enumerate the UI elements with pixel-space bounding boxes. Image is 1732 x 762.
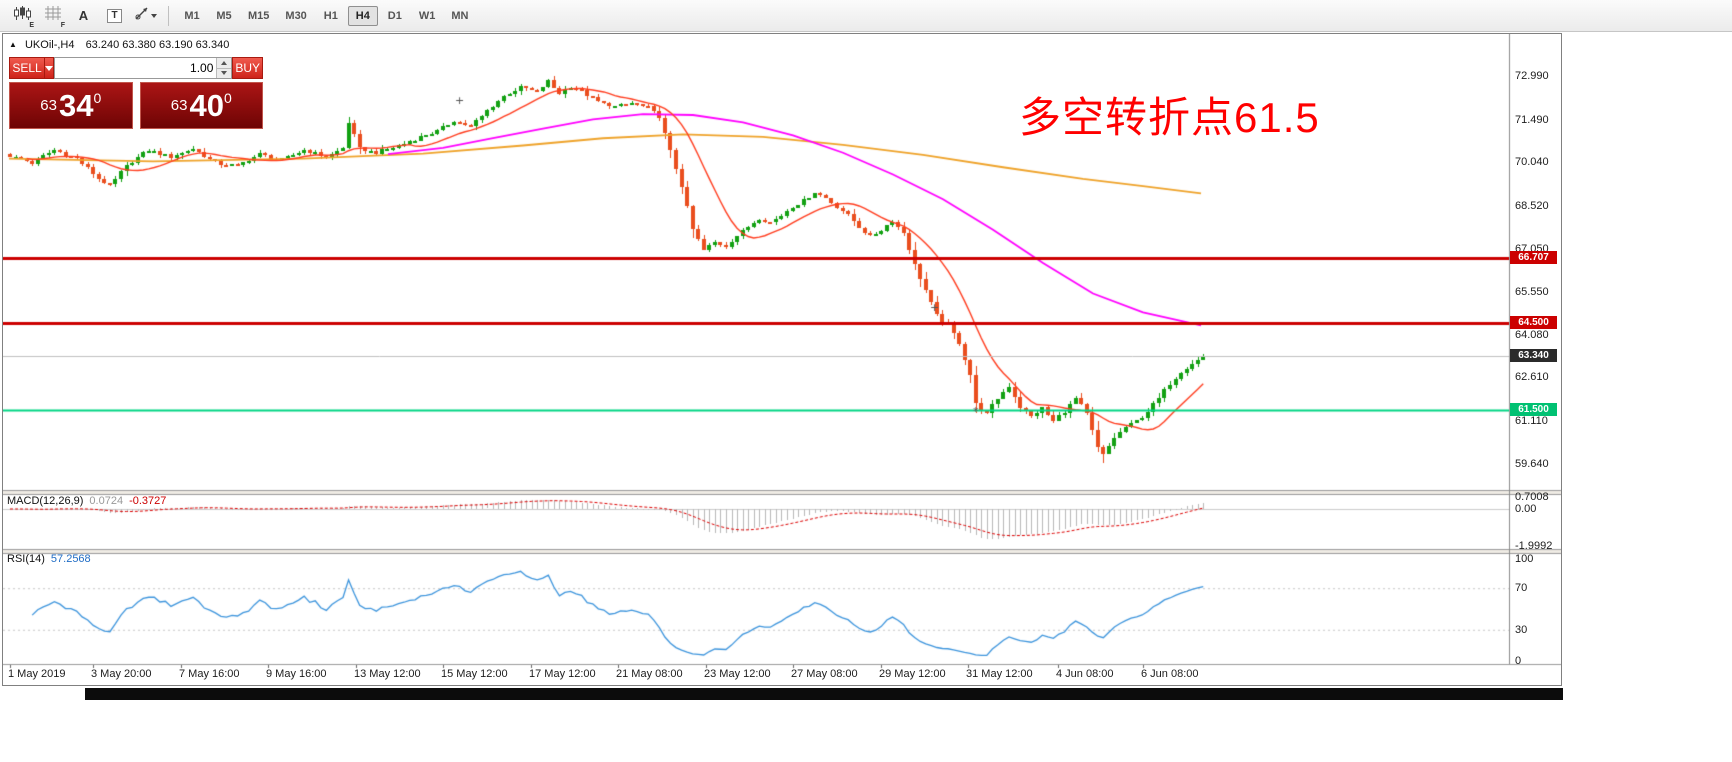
buy-price-tile[interactable]: 63 40 0: [139, 82, 263, 129]
grid-button[interactable]: F: [38, 3, 67, 29]
volume-stepper: [216, 58, 232, 78]
collapse-arrow-icon[interactable]: ▲: [9, 40, 17, 49]
toolbar: E F A T M1 M5 M15 M30 H1 H4 D1 W1 MN: [0, 0, 1732, 32]
timeframe-MN[interactable]: MN: [451, 9, 469, 22]
timeframe-W1[interactable]: W1: [418, 9, 436, 22]
spinner-down-icon: [221, 71, 228, 76]
chart-window: ▲ UKOil-,H4 63.240 63.380 63.190 63.340 …: [2, 33, 1562, 686]
chart-type-sub-label: E: [29, 21, 34, 29]
timeframe-M30[interactable]: M30: [285, 9, 307, 22]
dropdown-caret-icon: [45, 65, 54, 71]
buy-button[interactable]: BUY: [232, 57, 263, 79]
volume-dropdown-button[interactable]: [45, 57, 55, 79]
volume-input[interactable]: [55, 58, 217, 78]
timeframe-M1[interactable]: M1: [184, 9, 200, 22]
cursor-tool-dropdown-caret: [151, 13, 157, 18]
ohlc-values: 63.240 63.380 63.190 63.340: [85, 39, 230, 51]
sell-price-tile[interactable]: 63 34 0: [9, 82, 133, 129]
timeframe-M15[interactable]: M15: [248, 9, 270, 22]
text-label-icon: A: [78, 8, 89, 23]
chart-annotation: 多空转折点61.5: [1019, 94, 1320, 141]
sell-button[interactable]: SELL: [9, 57, 46, 79]
macd-main-value: 0.0724: [89, 495, 124, 507]
one-click-trading-panel: SELL BUY 63 34 0 63 40 0: [9, 57, 263, 129]
sell-price-point: 0: [93, 90, 102, 106]
chart-type-button[interactable]: E: [7, 3, 36, 29]
sell-price-pips: 34: [58, 88, 94, 123]
sell-price-whole: 63: [40, 97, 57, 114]
taskbar-strip: [85, 688, 1563, 700]
volume-increment-button[interactable]: [217, 58, 232, 69]
macd-indicator-label: MACD(12,26,9) 0.0724 -0.3727: [7, 495, 166, 507]
timeframe-D1[interactable]: D1: [387, 9, 402, 22]
buy-price-point: 0: [223, 90, 232, 106]
volume-box: [54, 57, 233, 79]
grid-sub-label: F: [60, 21, 65, 29]
timeframe-H1[interactable]: H1: [323, 9, 338, 22]
symbol-timeframe-label: UKOil-,H4: [24, 39, 75, 51]
timeframe-buttons: M1 M5 M15 M30 H1 H4 D1 W1 MN: [176, 5, 476, 26]
spinner-up-icon: [221, 60, 228, 65]
candlestick-chart-icon: [13, 5, 31, 26]
rsi-title: RSI(14): [7, 553, 45, 565]
buy-price-pips: 40: [189, 88, 224, 123]
volume-decrement-button[interactable]: [217, 68, 232, 78]
macd-signal-value: -0.3727: [129, 495, 167, 507]
text-label-button[interactable]: A: [69, 3, 98, 29]
text-box-button[interactable]: T: [100, 3, 129, 29]
toolbar-separator: [168, 5, 169, 26]
cursor-tool-button[interactable]: [131, 3, 160, 29]
rsi-value: 57.2568: [50, 553, 91, 565]
chart-symbol-info: ▲ UKOil-,H4 63.240 63.380 63.190 63.340: [9, 39, 229, 51]
rsi-indicator-label: RSI(14) 57.2568: [7, 553, 91, 565]
text-box-icon: T: [107, 8, 122, 23]
timeframe-M5[interactable]: M5: [216, 9, 232, 22]
chart-canvas[interactable]: [3, 34, 1561, 685]
grid-icon: [44, 6, 61, 25]
buy-price-whole: 63: [170, 97, 188, 114]
macd-title: MACD(12,26,9): [7, 495, 84, 507]
cursor-tool-icon: [134, 6, 149, 26]
timeframe-H4[interactable]: H4: [347, 5, 378, 26]
